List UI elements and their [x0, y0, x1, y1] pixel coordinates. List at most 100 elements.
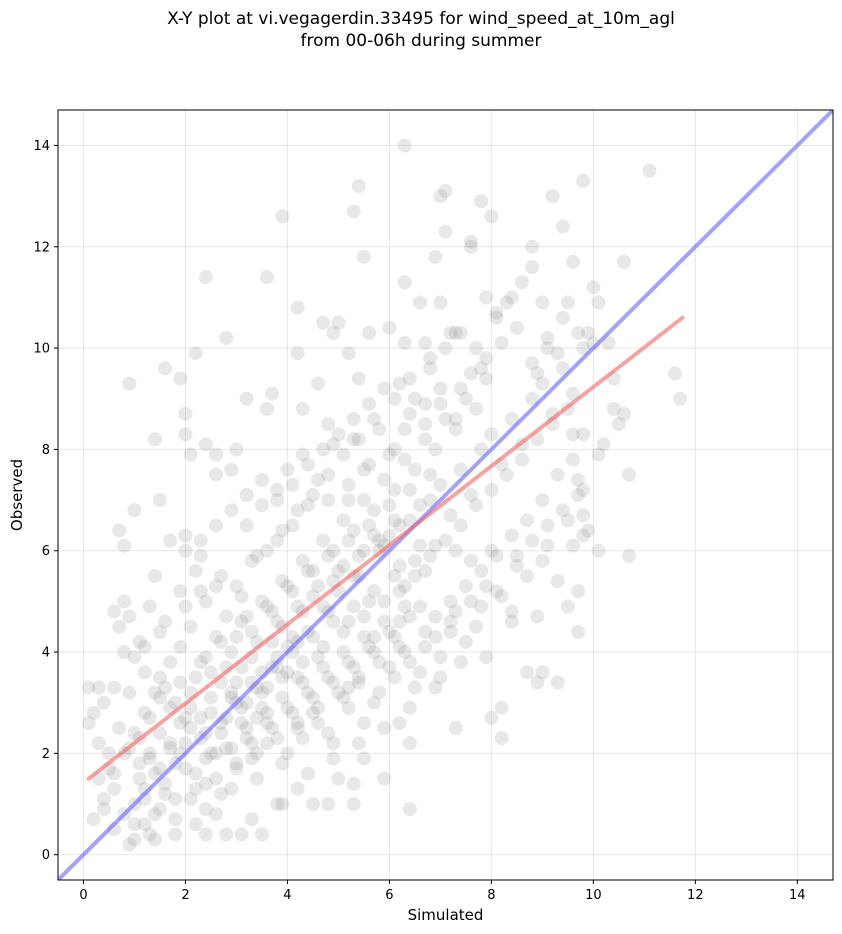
data-point — [300, 457, 315, 472]
data-point — [198, 776, 213, 791]
data-point — [173, 715, 188, 730]
data-point — [555, 219, 570, 234]
data-point — [260, 680, 275, 695]
data-point — [581, 325, 596, 340]
data-point — [356, 462, 371, 477]
data-point — [147, 432, 162, 447]
x-tick-label: 10 — [585, 888, 602, 903]
data-point — [576, 482, 591, 497]
data-point — [469, 498, 484, 513]
data-point — [438, 184, 453, 199]
data-point — [616, 406, 631, 421]
data-point — [341, 346, 356, 361]
data-point — [392, 715, 407, 730]
data-point — [127, 650, 142, 665]
data-point — [351, 675, 366, 690]
chart-title: X-Y plot at vi.vegagerdin.33495 for wind… — [0, 8, 842, 52]
data-point — [254, 685, 269, 700]
data-point — [311, 715, 326, 730]
data-point — [458, 391, 473, 406]
data-point — [428, 442, 443, 457]
data-point — [382, 528, 397, 543]
data-point — [219, 330, 234, 345]
data-point — [178, 528, 193, 543]
data-point — [96, 695, 111, 710]
data-point — [576, 508, 591, 523]
data-point — [112, 721, 127, 736]
data-point — [244, 812, 259, 827]
data-point — [214, 726, 229, 741]
data-point — [560, 599, 575, 614]
data-point — [290, 715, 305, 730]
data-point — [535, 665, 550, 680]
data-point — [367, 695, 382, 710]
data-point — [122, 685, 137, 700]
data-point — [402, 406, 417, 421]
data-point — [499, 467, 514, 482]
data-point — [474, 194, 489, 209]
data-point — [254, 594, 269, 609]
data-point — [239, 721, 254, 736]
data-point — [428, 680, 443, 695]
y-tick-label: 12 — [33, 240, 50, 255]
data-point — [560, 295, 575, 310]
data-point — [418, 396, 433, 411]
data-point — [448, 604, 463, 619]
x-tick-label: 8 — [487, 888, 495, 903]
data-point — [326, 675, 341, 690]
data-point — [81, 715, 96, 730]
data-point — [525, 356, 540, 371]
data-point — [285, 477, 300, 492]
data-point — [290, 599, 305, 614]
data-point — [525, 239, 540, 254]
data-point — [397, 138, 412, 153]
data-point — [229, 761, 244, 776]
data-point — [535, 553, 550, 568]
data-point — [367, 503, 382, 518]
data-point — [540, 341, 555, 356]
data-point — [260, 599, 275, 614]
data-point — [504, 528, 519, 543]
data-point — [265, 604, 280, 619]
data-point — [479, 290, 494, 305]
data-point — [193, 584, 208, 599]
data-point — [249, 746, 264, 761]
data-point — [234, 715, 249, 730]
data-point — [158, 680, 173, 695]
data-point — [601, 336, 616, 351]
data-point — [555, 310, 570, 325]
data-point — [433, 670, 448, 685]
data-point — [418, 417, 433, 432]
data-point — [438, 412, 453, 427]
data-point — [183, 791, 198, 806]
data-point — [356, 543, 371, 558]
data-point — [280, 746, 295, 761]
data-point — [311, 376, 326, 391]
y-tick-label: 10 — [33, 342, 50, 357]
data-point — [606, 401, 621, 416]
data-point — [316, 315, 331, 330]
data-point — [535, 295, 550, 310]
data-point — [295, 553, 310, 568]
data-point — [234, 589, 249, 604]
data-point — [91, 680, 106, 695]
data-point — [367, 645, 382, 660]
data-point — [489, 305, 504, 320]
data-point — [132, 771, 147, 786]
data-point — [520, 665, 535, 680]
data-point — [107, 781, 122, 796]
data-point — [448, 412, 463, 427]
data-point — [254, 700, 269, 715]
x-axis-label: Simulated — [408, 906, 484, 924]
data-point — [499, 295, 514, 310]
data-point — [433, 381, 448, 396]
data-point — [127, 817, 142, 832]
data-point — [209, 518, 224, 533]
data-point — [402, 655, 417, 670]
data-point — [290, 346, 305, 361]
data-point — [137, 817, 152, 832]
data-point — [260, 705, 275, 720]
data-point — [392, 614, 407, 629]
data-point — [356, 609, 371, 624]
data-point — [402, 482, 417, 497]
